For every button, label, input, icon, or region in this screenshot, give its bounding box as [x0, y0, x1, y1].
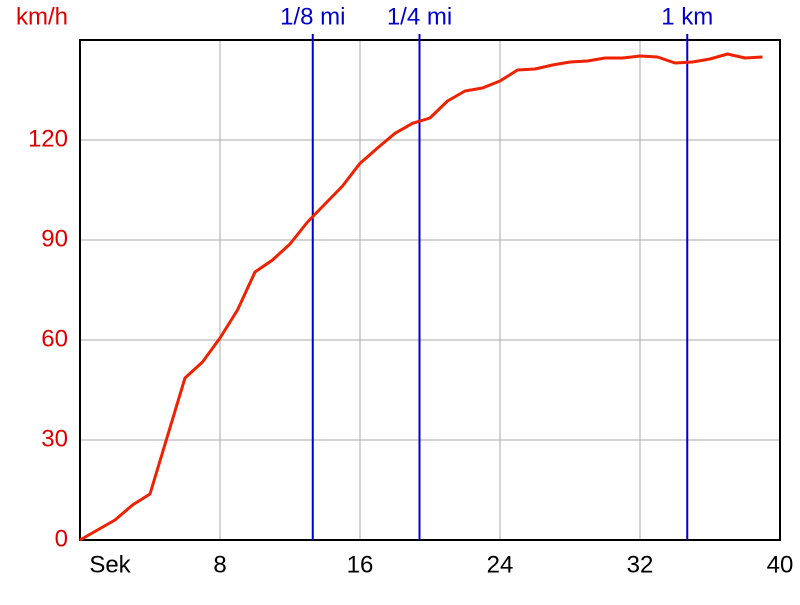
plot-frame: [79, 39, 781, 541]
y-tick-label: 90: [41, 225, 68, 252]
marker-label: 1 km: [661, 3, 713, 30]
y-tick-label: 30: [41, 425, 68, 452]
x-tick-label: 40: [767, 551, 794, 578]
marker-label: 1/4 mi: [387, 3, 452, 30]
x-tick-label: 16: [347, 551, 374, 578]
y-tick-label: 120: [28, 125, 68, 152]
data-line: [79, 52, 763, 542]
y-tick-label: km/h: [16, 3, 68, 30]
x-tick-label: Sek: [89, 551, 131, 578]
x-tick-label: 32: [627, 551, 654, 578]
y-tick-label: 0: [55, 525, 68, 552]
x-tick-label: 8: [213, 551, 226, 578]
y-tick-label: 60: [41, 325, 68, 352]
marker-label: 1/8 mi: [280, 3, 345, 30]
x-tick-label: 24: [487, 551, 514, 578]
